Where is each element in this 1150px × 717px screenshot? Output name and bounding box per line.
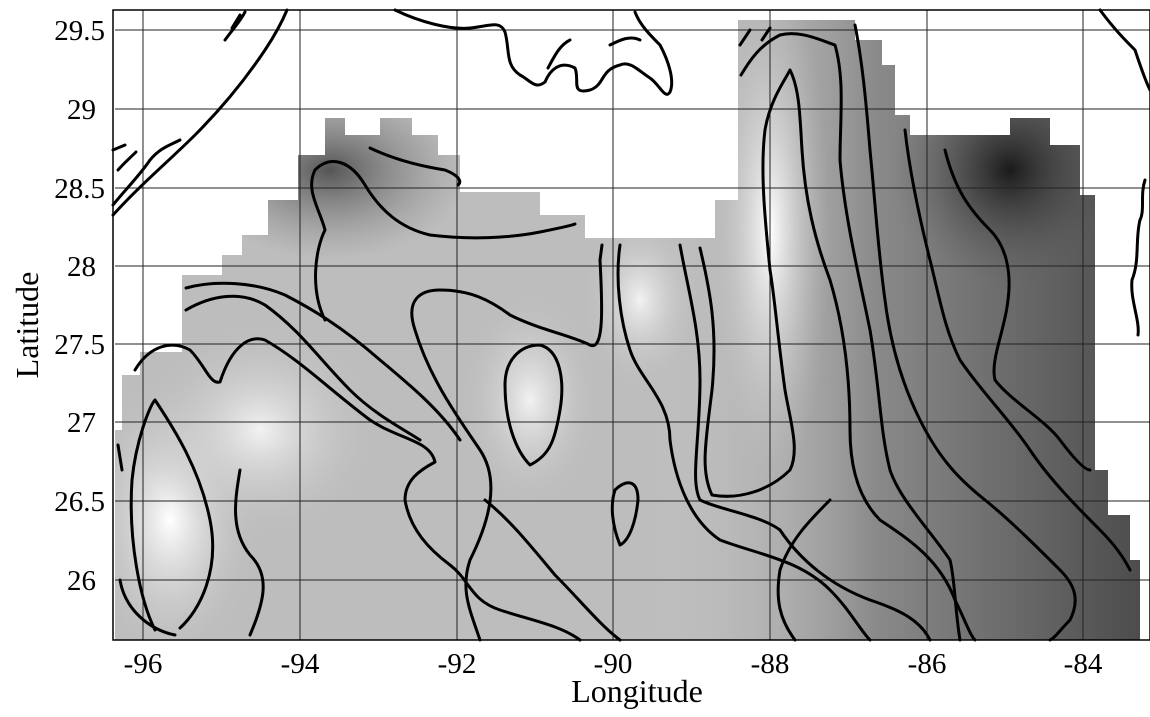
texas-coastline (111, 8, 289, 217)
x-tick-label: -96 (124, 648, 163, 680)
plot-frame (112, 9, 1150, 641)
x-tick-label: -88 (751, 648, 790, 680)
x-tick-label: -90 (594, 648, 633, 680)
x-tick-label: -94 (281, 648, 320, 680)
x-tick-labels: -96 -94 -92 -90 -88 -86 -84 (124, 648, 1103, 680)
y-axis-label: Latitude (9, 272, 45, 379)
y-tick-label: 29 (67, 94, 96, 126)
coastlines (111, 8, 1150, 337)
data-field (115, 20, 1140, 640)
y-tick-label: 26 (67, 565, 96, 597)
y-tick-label: 28.5 (54, 173, 105, 205)
x-tick-label: -84 (1064, 648, 1103, 680)
y-tick-label: 27 (67, 407, 96, 439)
contour-lines (116, 23, 1132, 642)
louisiana-coastline (393, 8, 674, 96)
y-tick-labels: 26 26.5 27 27.5 28 28.5 29 29.5 (54, 15, 105, 597)
grid (115, 10, 1150, 640)
y-tick-label: 26.5 (54, 486, 105, 518)
x-tick-label: -92 (438, 648, 477, 680)
y-tick-label: 27.5 (54, 329, 105, 361)
florida-coastline (1098, 8, 1150, 337)
y-tick-label: 29.5 (54, 15, 105, 47)
x-tick-label: -86 (908, 648, 947, 680)
x-axis-label: Longitude (571, 673, 703, 709)
y-tick-label: 28 (67, 251, 96, 283)
